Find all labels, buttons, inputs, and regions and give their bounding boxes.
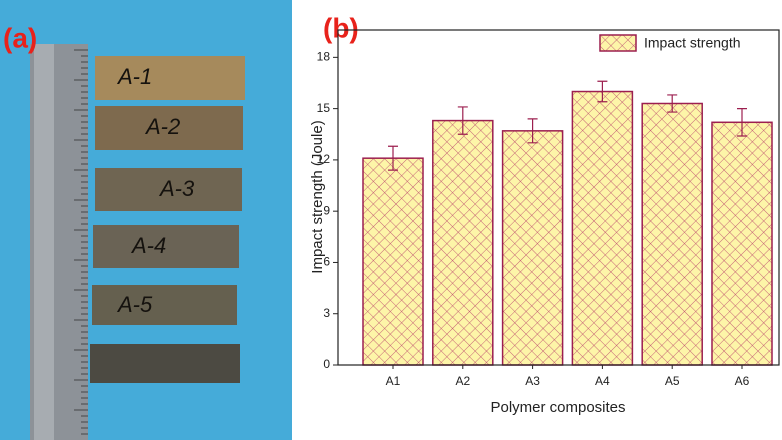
y-tick-label: 18 bbox=[317, 50, 331, 64]
specimen-label: A-4 bbox=[130, 233, 166, 258]
plot-frame bbox=[337, 29, 780, 366]
x-tick-label: A5 bbox=[665, 374, 680, 388]
ruler-ticks bbox=[74, 49, 88, 435]
specimen-label: A-5 bbox=[116, 292, 153, 317]
x-tick-label: A2 bbox=[455, 374, 470, 388]
error-bar bbox=[667, 94, 678, 113]
specimen bbox=[93, 225, 239, 268]
specimen bbox=[95, 168, 242, 211]
specimen bbox=[95, 106, 243, 150]
chart: (b) Impact strength (Joule) Polymer comp… bbox=[309, 12, 780, 416]
specimen bbox=[90, 344, 240, 383]
x-axis-label: Polymer composites bbox=[490, 399, 625, 416]
x-tick-label: A4 bbox=[595, 374, 610, 388]
specimen bbox=[95, 56, 245, 100]
error-bar bbox=[527, 118, 538, 144]
specimen-label: A-2 bbox=[144, 114, 180, 139]
photo-panel: (a) bbox=[0, 0, 292, 440]
specimen-label: A-1 bbox=[116, 64, 152, 89]
specimen bbox=[92, 285, 237, 325]
y-tick-label: 15 bbox=[317, 101, 331, 115]
legend-swatch bbox=[599, 34, 637, 52]
y-tick-label: 9 bbox=[323, 203, 330, 217]
bar bbox=[501, 130, 564, 366]
error-bar bbox=[457, 106, 468, 135]
error-bar bbox=[597, 80, 608, 103]
ruler-edge bbox=[34, 44, 54, 440]
error-bar bbox=[388, 145, 398, 171]
bar bbox=[571, 90, 634, 366]
x-tick-label: A3 bbox=[525, 374, 540, 388]
bar bbox=[641, 102, 703, 366]
specimen-label: A-3 bbox=[158, 176, 195, 201]
y-axis-label: Impact strength (Joule) bbox=[309, 120, 326, 273]
y-tick-label: 6 bbox=[323, 255, 330, 269]
bar bbox=[432, 119, 494, 366]
y-tick-label: 12 bbox=[317, 152, 331, 166]
bar bbox=[362, 157, 424, 366]
error-bar bbox=[737, 108, 747, 137]
panel-label: (b) bbox=[323, 12, 359, 43]
panel-label: (a) bbox=[3, 22, 37, 53]
y-tick-label: 0 bbox=[323, 357, 330, 371]
legend-label: Impact strength bbox=[644, 35, 741, 51]
x-tick-label: A6 bbox=[735, 374, 750, 388]
y-tick-label: 3 bbox=[323, 306, 330, 320]
x-tick-label: A1 bbox=[386, 374, 401, 388]
bar bbox=[711, 121, 773, 366]
